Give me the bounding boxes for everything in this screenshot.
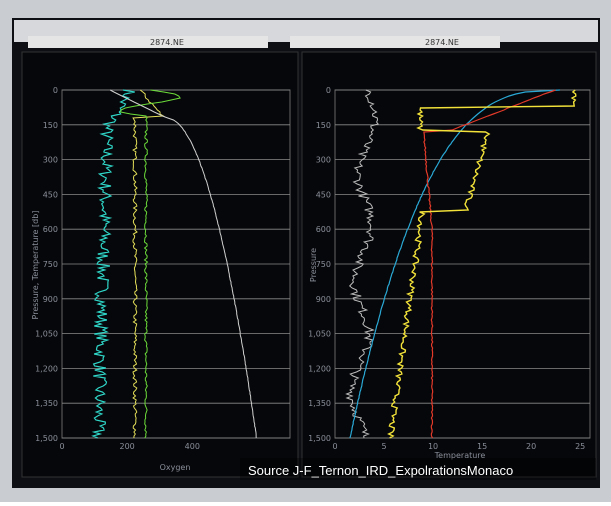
caption: Source J-F_Ternon_IRD_ExpolrationsMonaco (248, 463, 513, 478)
y-tick-label: 300 (316, 156, 331, 165)
right-toolbar-title: 2874.NE (425, 38, 459, 47)
y-tick-label: 900 (316, 295, 331, 304)
y-tick-label: 1,350 (35, 399, 58, 408)
y-tick-label: 750 (316, 260, 331, 269)
page: 2874.NE 2874.NE Pressure, Temperature [d… (0, 0, 611, 506)
y-tick-label: 450 (316, 190, 331, 199)
right-panel (302, 52, 596, 477)
y-tick-label: 1,050 (35, 330, 58, 339)
y-tick-label: 600 (316, 225, 331, 234)
x-tick-label: 200 (120, 442, 135, 451)
x-tick-label: 15 (477, 442, 487, 451)
left-x-label: Oxygen (160, 463, 191, 472)
x-tick-label: 5 (381, 442, 386, 451)
x-tick-label: 400 (185, 442, 200, 451)
x-tick-label: 0 (332, 442, 337, 451)
left-toolbar[interactable] (28, 36, 268, 48)
y-tick-label: 150 (43, 121, 58, 130)
right-toolbar[interactable] (290, 36, 500, 48)
x-tick-label: 0 (59, 442, 64, 451)
y-tick-label: 600 (43, 225, 58, 234)
x-tick-label: 20 (526, 442, 536, 451)
y-tick-label: 1,200 (308, 364, 331, 373)
left-y-label: Pressure, Temperature [db] (31, 211, 40, 320)
x-tick-label: 25 (575, 442, 585, 451)
y-tick-label: 750 (43, 260, 58, 269)
x-tick-label: 10 (428, 442, 438, 451)
y-tick-label: 1,500 (35, 434, 58, 443)
y-tick-label: 150 (316, 121, 331, 130)
y-tick-label: 450 (43, 190, 58, 199)
left-toolbar-title: 2874.NE (150, 38, 184, 47)
y-tick-label: 1,200 (35, 364, 58, 373)
y-tick-label: 1,350 (308, 399, 331, 408)
y-tick-label: 900 (43, 295, 58, 304)
y-tick-label: 0 (326, 86, 331, 95)
y-tick-label: 0 (53, 86, 58, 95)
y-tick-label: 1,500 (308, 434, 331, 443)
monitor-screenshot: 2874.NE 2874.NE Pressure, Temperature [d… (0, 0, 611, 502)
y-tick-label: 300 (43, 156, 58, 165)
y-tick-label: 1,050 (308, 330, 331, 339)
